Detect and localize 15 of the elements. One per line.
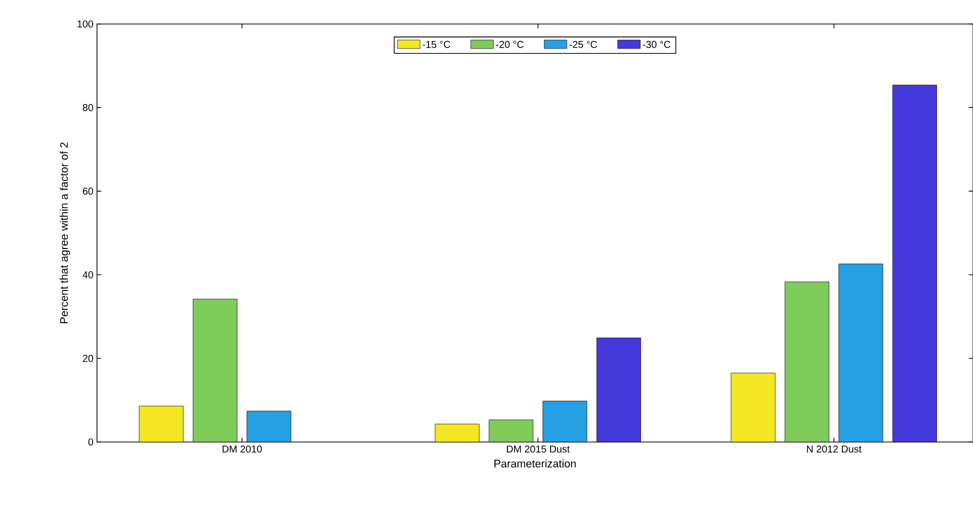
legend-label: -25 °C [570,40,598,48]
y-tick-label: 100 [78,20,94,28]
x-tick-label: N 2012 Dust [807,446,862,453]
legend-label: -15 °C [422,40,450,48]
y-axis-title: Percent that agree within a factor of 2 [60,142,70,324]
legend-label: -30 °C [642,40,670,48]
x-tick-label: DM 2015 Dust [506,446,570,453]
y-tick-label: 80 [82,104,94,112]
x-axis-title: Parameterization [494,459,576,468]
y-tick-label: 20 [82,354,94,362]
y-tick-label: 40 [82,271,94,278]
y-tick-label: 0 [88,438,94,446]
legend-label: -20 °C [496,40,524,48]
x-tick-label: DM 2010 [222,446,262,453]
y-tick-label: 60 [82,188,94,195]
